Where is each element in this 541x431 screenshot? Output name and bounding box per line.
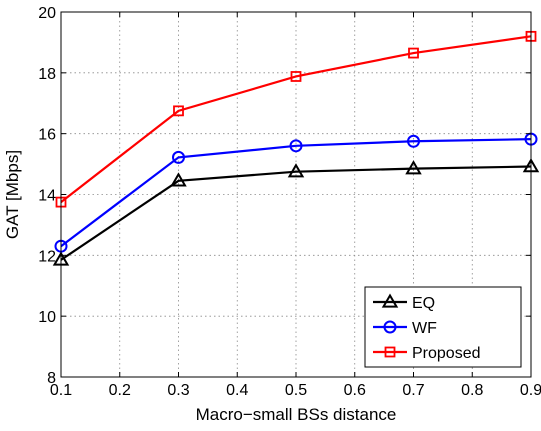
x-tick-label: 0.5 xyxy=(285,382,307,399)
legend: EQ WF Proposed xyxy=(364,286,522,368)
data-point xyxy=(170,172,187,187)
y-axis-label: GAT [Mbps] xyxy=(3,150,22,239)
ticks: 0.1 0.2 0.3 0.4 0.5 0.6 0.7 0.8 0.9 8 10 12 14 16 18 20 xyxy=(38,5,541,399)
legend-label: WF xyxy=(412,320,437,337)
data-point xyxy=(407,134,420,148)
legend-marker xyxy=(383,320,397,334)
legend-item: EQ xyxy=(373,293,435,312)
legend-marker xyxy=(384,346,396,358)
y-tick-label: 18 xyxy=(38,66,56,83)
legend-label: Proposed xyxy=(412,345,481,362)
data-point xyxy=(287,163,305,178)
data-point xyxy=(289,139,303,153)
legend-marker xyxy=(381,293,399,308)
data-point xyxy=(408,47,419,59)
series-line xyxy=(60,138,532,248)
y-tick-label: 8 xyxy=(47,370,56,387)
y-tick-label: 16 xyxy=(38,127,56,144)
y-tick-label: 20 xyxy=(38,5,56,22)
x-tick-label: 0.8 xyxy=(461,382,483,399)
y-tick-label: 14 xyxy=(38,188,56,205)
series-eq xyxy=(52,158,540,266)
x-tick-label: 0.3 xyxy=(167,382,189,399)
legend-item: WF xyxy=(373,320,437,337)
legend-label: EQ xyxy=(412,295,435,312)
legend-item: Proposed xyxy=(373,345,481,362)
series-line xyxy=(60,165,532,261)
data-point xyxy=(172,150,185,164)
series-line xyxy=(60,35,532,203)
y-tick-label: 12 xyxy=(38,248,56,265)
x-tick-label: 0.9 xyxy=(520,382,541,399)
y-tick-label: 10 xyxy=(38,309,56,326)
x-tick-label: 0.7 xyxy=(402,382,424,399)
x-tick-label: 0.4 xyxy=(226,382,248,399)
x-tick-label: 0.1 xyxy=(50,382,72,399)
x-tick-label: 0.2 xyxy=(109,382,131,399)
data-point xyxy=(405,160,422,175)
data-point xyxy=(290,71,302,82)
x-tick-label: 0.6 xyxy=(344,382,366,399)
x-axis-label: Macro−small BSs distance xyxy=(196,405,397,424)
data-point xyxy=(173,105,184,117)
